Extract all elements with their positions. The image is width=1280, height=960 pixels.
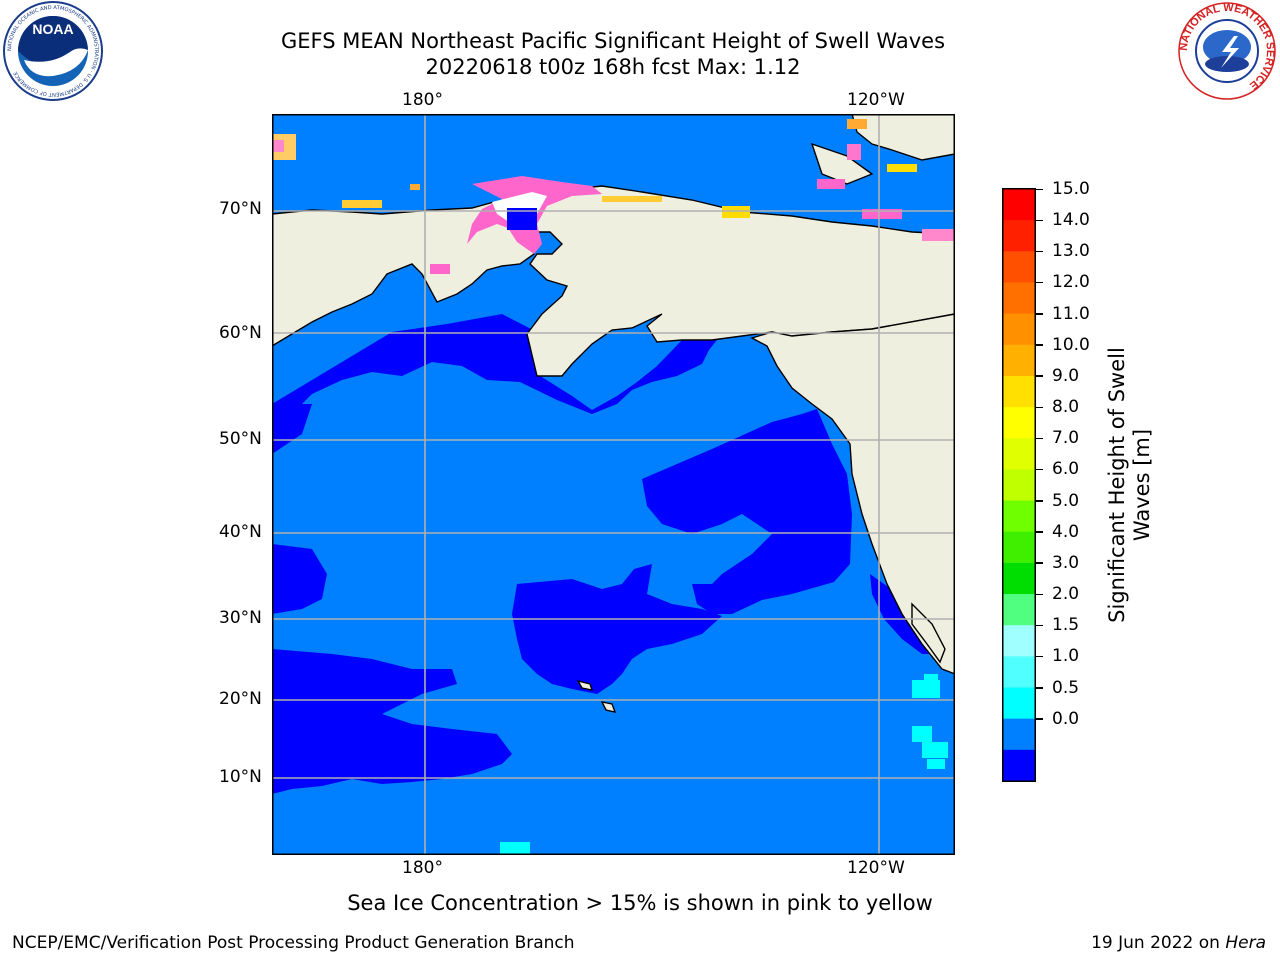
lat-label-20n: 20°N [219,689,262,709]
colorbar-frame [1002,188,1036,782]
lat-label-60n: 60°N [219,323,262,343]
colorbar-segment [1003,282,1035,315]
footer-date: 19 Jun 2022 on Hera [1091,933,1266,953]
map-gridlines [272,114,955,855]
colorbar-tick-label: 15.0 [1052,179,1090,199]
colorbar-tick-mark [1036,562,1043,564]
colorbar-segment [1003,438,1035,470]
colorbar-tick-label: 12.0 [1052,272,1090,293]
colorbar-segment [1003,189,1035,221]
footer-host: Hera [1225,933,1266,953]
colorbar-segment [1003,375,1035,408]
low-swell-west-mid [272,544,327,614]
map-frame [272,114,955,855]
colorbar-segment [1003,718,1035,751]
chart-subtitle: 20220618 t00z 168h fcst Max: 1.12 [425,55,801,79]
colorbar-segment [1003,500,1035,533]
lon-label-bottom-120w: 120°W [847,858,905,878]
colorbar-segment [1003,531,1035,564]
colorbar-tick-mark [1036,531,1043,533]
sea-ice [272,119,955,274]
colorbar-segment [1003,656,1035,689]
colorbar-segment [1003,407,1035,439]
low-swell-west-north [272,404,312,454]
colorbar-tick-label: 8.0 [1052,397,1080,418]
colorbar [1002,188,1036,782]
sea-ice-note: Sea Ice Concentration > 15% is shown in … [347,891,933,915]
colorbar-tick-label: 0.5 [1052,677,1080,698]
swell-10-15m-patches [500,674,948,855]
colorbar-tick-mark [1036,593,1043,596]
colorbar-tick-label: 13.0 [1052,241,1090,262]
colorbar-segment [1003,594,1035,626]
colorbar-segment [1003,562,1035,595]
swell-height-map [272,114,955,855]
lon-label-bottom-180: 180° [402,858,443,878]
colorbar-tick-mark [1036,437,1043,440]
colorbar-tick-label: 6.0 [1052,459,1080,480]
colorbar-segment [1003,344,1035,377]
colorbar-tick-label: 2.0 [1052,584,1080,605]
low-swell-gulf-bering [272,314,728,434]
low-swell-southwest [272,649,512,794]
colorbar-segment [1003,313,1035,346]
colorbar-tick-label: 1.0 [1052,646,1080,667]
colorbar-tick-mark [1036,406,1043,409]
lat-label-40n: 40°N [219,522,262,542]
colorbar-tick-label: 11.0 [1052,303,1090,324]
colorbar-tick-label: 5.0 [1052,490,1080,511]
lat-label-30n: 30°N [219,608,262,628]
colorbar-tick-mark [1036,687,1043,689]
colorbar-segment [1003,687,1035,720]
low-swell-east-central [642,409,852,614]
colorbar-segment [1003,469,1035,502]
lon-label-top-180: 180° [402,90,443,110]
low-swell-subtropical-center [512,564,722,694]
colorbar-tick-label: 9.0 [1052,365,1080,386]
colorbar-tick-label: 1.5 [1052,615,1080,636]
colorbar-tick-label: 4.0 [1052,521,1080,542]
colorbar-tick-mark [1036,718,1043,720]
noaa-logo-text: NOAA [32,21,73,37]
lat-label-50n: 50°N [219,429,262,449]
colorbar-tick-mark [1036,375,1043,377]
colorbar-tick-label: 10.0 [1052,334,1090,355]
colorbar-tick-mark [1036,655,1043,658]
colorbar-tick-label: 14.0 [1052,210,1090,231]
lon-label-top-120w: 120°W [847,90,905,110]
colorbar-label-line1: Significant Height of Swell [1105,347,1129,623]
lat-label-10n: 10°N [219,767,262,787]
colorbar-tick-mark [1036,500,1043,502]
colorbar-tick-mark [1036,313,1043,315]
colorbar-tick-mark [1036,250,1043,253]
colorbar-segment [1003,749,1035,782]
lat-label-70n: 70°N [219,199,262,219]
colorbar-tick-mark [1036,624,1043,627]
colorbar-tick-mark [1036,281,1043,284]
footer-branch: NCEP/EMC/Verification Post Processing Pr… [12,933,575,953]
colorbar-label-line2: Waves [m] [1130,428,1154,542]
colorbar-tick-mark [1036,219,1043,222]
colorbar-tick-mark [1036,344,1043,346]
colorbar-tick-mark [1036,188,1043,190]
nws-logo: NATIONAL WEATHER SERVICE [1178,2,1276,100]
colorbar-tick-label: 0.0 [1052,708,1080,729]
colorbar-segment [1003,220,1035,252]
chart-title: GEFS MEAN Northeast Pacific Significant … [280,29,946,53]
colorbar-tick-label: 7.0 [1052,428,1080,449]
noaa-logo: NOAA NATIONAL OCEANIC AND ATMOSPHERIC AD… [3,1,103,101]
colorbar-tick-mark [1036,468,1043,471]
colorbar-segment [1003,251,1035,283]
colorbar-segment [1003,625,1035,657]
footer-date-text: 19 Jun 2022 on [1091,933,1226,953]
colorbar-tick-label: 3.0 [1052,552,1080,573]
